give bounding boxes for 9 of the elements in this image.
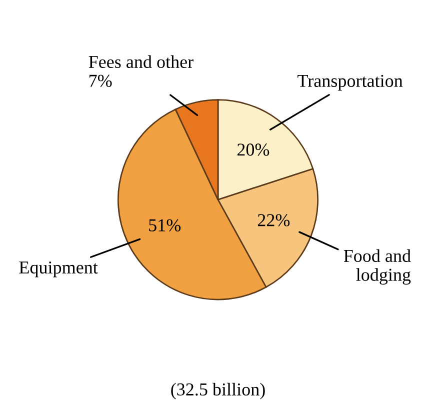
- slice-label: Equipment: [19, 261, 98, 278]
- data-label: 7%: [90, 74, 112, 87]
- slice-label: Transportation: [298, 74, 403, 91]
- slice-label: Food and lodging: [344, 249, 411, 285]
- slice-label: Fees and other: [88, 55, 194, 68]
- data-label: 51%: [149, 219, 181, 232]
- text: (32.5 billion): [171, 382, 265, 400]
- data-label: 22%: [258, 214, 290, 226]
- data-label: 20%: [237, 144, 270, 156]
